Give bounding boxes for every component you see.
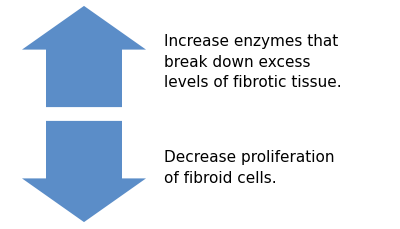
Text: Increase enzymes that
break down excess
levels of fibrotic tissue.: Increase enzymes that break down excess … [164,34,342,90]
Polygon shape [22,121,146,222]
Polygon shape [22,7,146,108]
Text: Decrease proliferation
of fibroid cells.: Decrease proliferation of fibroid cells. [164,150,334,185]
